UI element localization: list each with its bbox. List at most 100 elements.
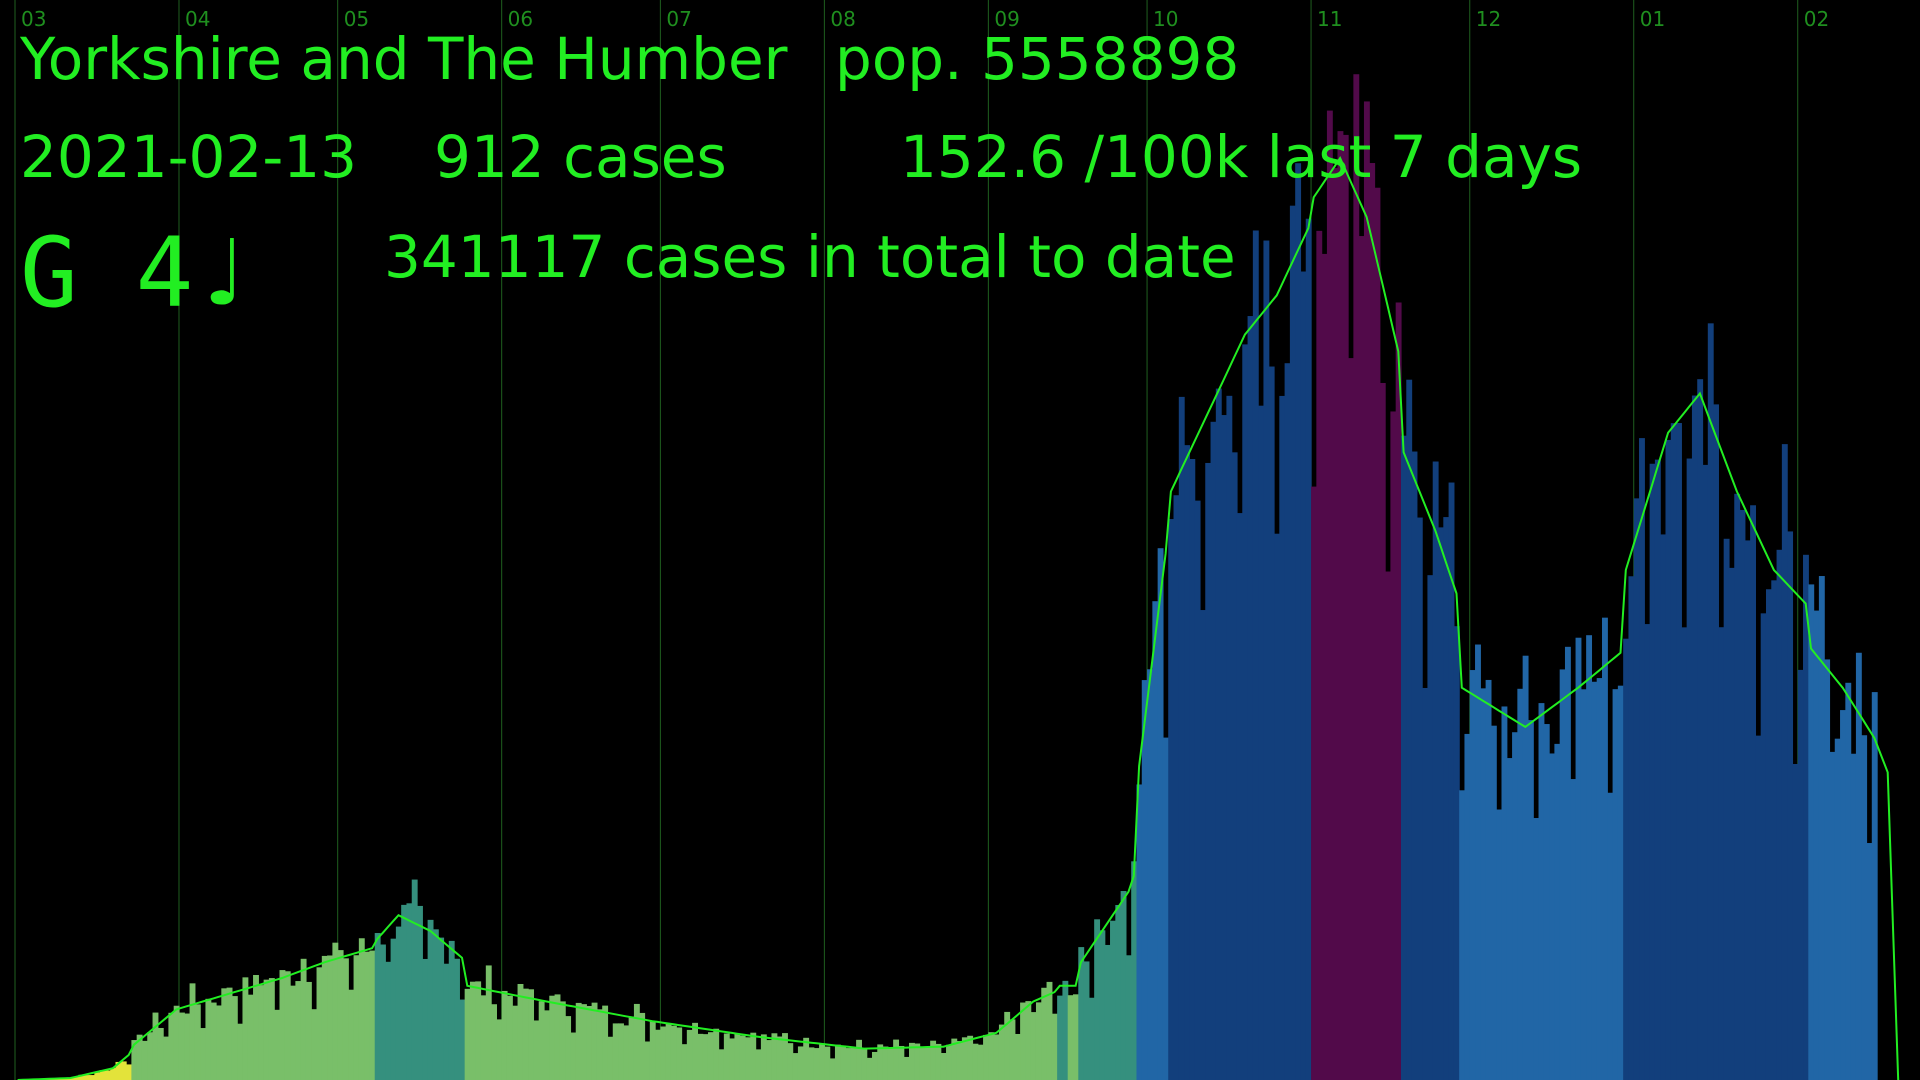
bar-day-198 xyxy=(1062,980,1069,1080)
bar-day-274 xyxy=(1464,733,1471,1080)
bar-day-269 xyxy=(1438,527,1444,1080)
bar-day-133 xyxy=(718,1049,725,1080)
bar-day-113 xyxy=(612,1023,619,1080)
bar-day-260 xyxy=(1390,411,1397,1080)
bar-day-30 xyxy=(173,1005,180,1080)
bar-day-221 xyxy=(1184,445,1190,1080)
bar-day-349 xyxy=(1861,735,1868,1080)
bar-day-331 xyxy=(1765,589,1772,1080)
bar-day-34 xyxy=(194,1004,201,1080)
bar-day-224 xyxy=(1199,610,1206,1080)
bar-day-106 xyxy=(575,1002,582,1080)
bar-day-197 xyxy=(1057,995,1064,1080)
bar-day-329 xyxy=(1755,735,1762,1080)
bar-day-55 xyxy=(305,981,312,1080)
bar-day-187 xyxy=(1004,1011,1011,1080)
bar-day-79 xyxy=(432,929,439,1080)
bar-day-256 xyxy=(1369,163,1376,1080)
bar-day-262 xyxy=(1400,435,1407,1080)
bar-day-293 xyxy=(1564,646,1571,1080)
bar-day-147 xyxy=(792,1053,799,1080)
bar-day-51 xyxy=(284,971,291,1080)
bar-day-244 xyxy=(1305,218,1312,1080)
bar-day-294 xyxy=(1570,779,1577,1080)
bar-day-100 xyxy=(544,1010,550,1080)
bar-day-351 xyxy=(1871,692,1878,1080)
bar-day-261 xyxy=(1395,302,1402,1080)
month-labels: 03 04 05 06 07 08 09 10 11 12 01 02 xyxy=(21,7,1829,31)
bar-day-182 xyxy=(977,1044,984,1080)
bar-day-56 xyxy=(311,1009,318,1080)
bar-day-348 xyxy=(1855,652,1862,1080)
bar-day-156 xyxy=(840,1046,847,1080)
bar-day-17 xyxy=(104,1070,111,1080)
smoothed-average-line xyxy=(17,156,1900,1080)
bar-day-292 xyxy=(1559,669,1566,1080)
bar-day-324 xyxy=(1728,567,1735,1080)
bar-day-205 xyxy=(1099,930,1106,1080)
bar-day-236 xyxy=(1263,240,1270,1080)
bar-day-315 xyxy=(1681,627,1688,1080)
bar-day-86 xyxy=(469,981,476,1080)
bar-day-143 xyxy=(771,1033,778,1080)
bar-day-23 xyxy=(136,1034,143,1080)
bar-day-284 xyxy=(1517,688,1524,1080)
bar-day-250 xyxy=(1337,131,1344,1080)
bar-day-242 xyxy=(1295,163,1302,1080)
bar-day-146 xyxy=(787,1043,794,1080)
daily-cases-label: 912 cases xyxy=(434,123,727,191)
month-tick-03: 03 xyxy=(21,7,46,31)
bar-day-35 xyxy=(200,1028,207,1080)
bar-day-296 xyxy=(1580,689,1587,1080)
bar-day-278 xyxy=(1485,679,1492,1080)
bar-day-75 xyxy=(411,879,418,1080)
bar-day-118 xyxy=(639,1012,646,1080)
bar-day-117 xyxy=(633,1003,640,1080)
month-tick-05: 05 xyxy=(344,7,369,31)
bar-day-300 xyxy=(1602,617,1608,1080)
bar-day-162 xyxy=(871,1051,878,1080)
bar-day-229 xyxy=(1226,395,1233,1080)
bar-day-320 xyxy=(1707,323,1714,1080)
bar-day-314 xyxy=(1676,423,1682,1080)
bar-day-255 xyxy=(1363,101,1370,1080)
bar-day-167 xyxy=(898,1045,905,1080)
bar-day-32 xyxy=(184,1013,191,1080)
bar-day-251 xyxy=(1342,134,1349,1080)
bar-day-350 xyxy=(1866,843,1873,1080)
bar-day-13 xyxy=(83,1075,90,1080)
bar-day-218 xyxy=(1168,519,1175,1080)
bar-day-316 xyxy=(1686,458,1693,1080)
population-label: pop. 5558898 xyxy=(835,25,1240,93)
bar-day-48 xyxy=(268,978,275,1080)
daily-case-bars xyxy=(20,74,1878,1080)
bar-day-154 xyxy=(829,1058,836,1080)
bar-day-192 xyxy=(1030,1012,1037,1080)
bar-day-319 xyxy=(1702,464,1709,1080)
bar-day-186 xyxy=(998,1024,1005,1080)
bar-day-341 xyxy=(1818,576,1825,1080)
bar-day-126 xyxy=(681,1044,688,1080)
bar-day-333 xyxy=(1776,549,1783,1080)
bar-day-26 xyxy=(152,1012,159,1080)
bar-day-308 xyxy=(1644,624,1651,1080)
bar-day-125 xyxy=(676,1027,683,1080)
bar-day-175 xyxy=(940,1053,947,1080)
bar-day-322 xyxy=(1718,627,1725,1080)
bar-day-105 xyxy=(570,1032,577,1080)
bar-day-39 xyxy=(221,988,228,1080)
bar-day-73 xyxy=(401,904,408,1080)
bar-day-16 xyxy=(99,1070,106,1080)
month-tick-08: 08 xyxy=(830,7,855,31)
bar-day-101 xyxy=(549,995,556,1080)
bar-day-342 xyxy=(1824,659,1831,1080)
bar-day-302 xyxy=(1612,689,1619,1080)
bar-day-240 xyxy=(1284,363,1291,1080)
bar-day-42 xyxy=(237,1023,244,1080)
bar-day-176 xyxy=(946,1044,952,1080)
bar-day-303 xyxy=(1617,685,1624,1080)
bar-day-36 xyxy=(205,998,212,1080)
bar-day-273 xyxy=(1459,790,1466,1080)
bar-day-288 xyxy=(1538,703,1545,1080)
bar-day-108 xyxy=(586,1005,593,1080)
